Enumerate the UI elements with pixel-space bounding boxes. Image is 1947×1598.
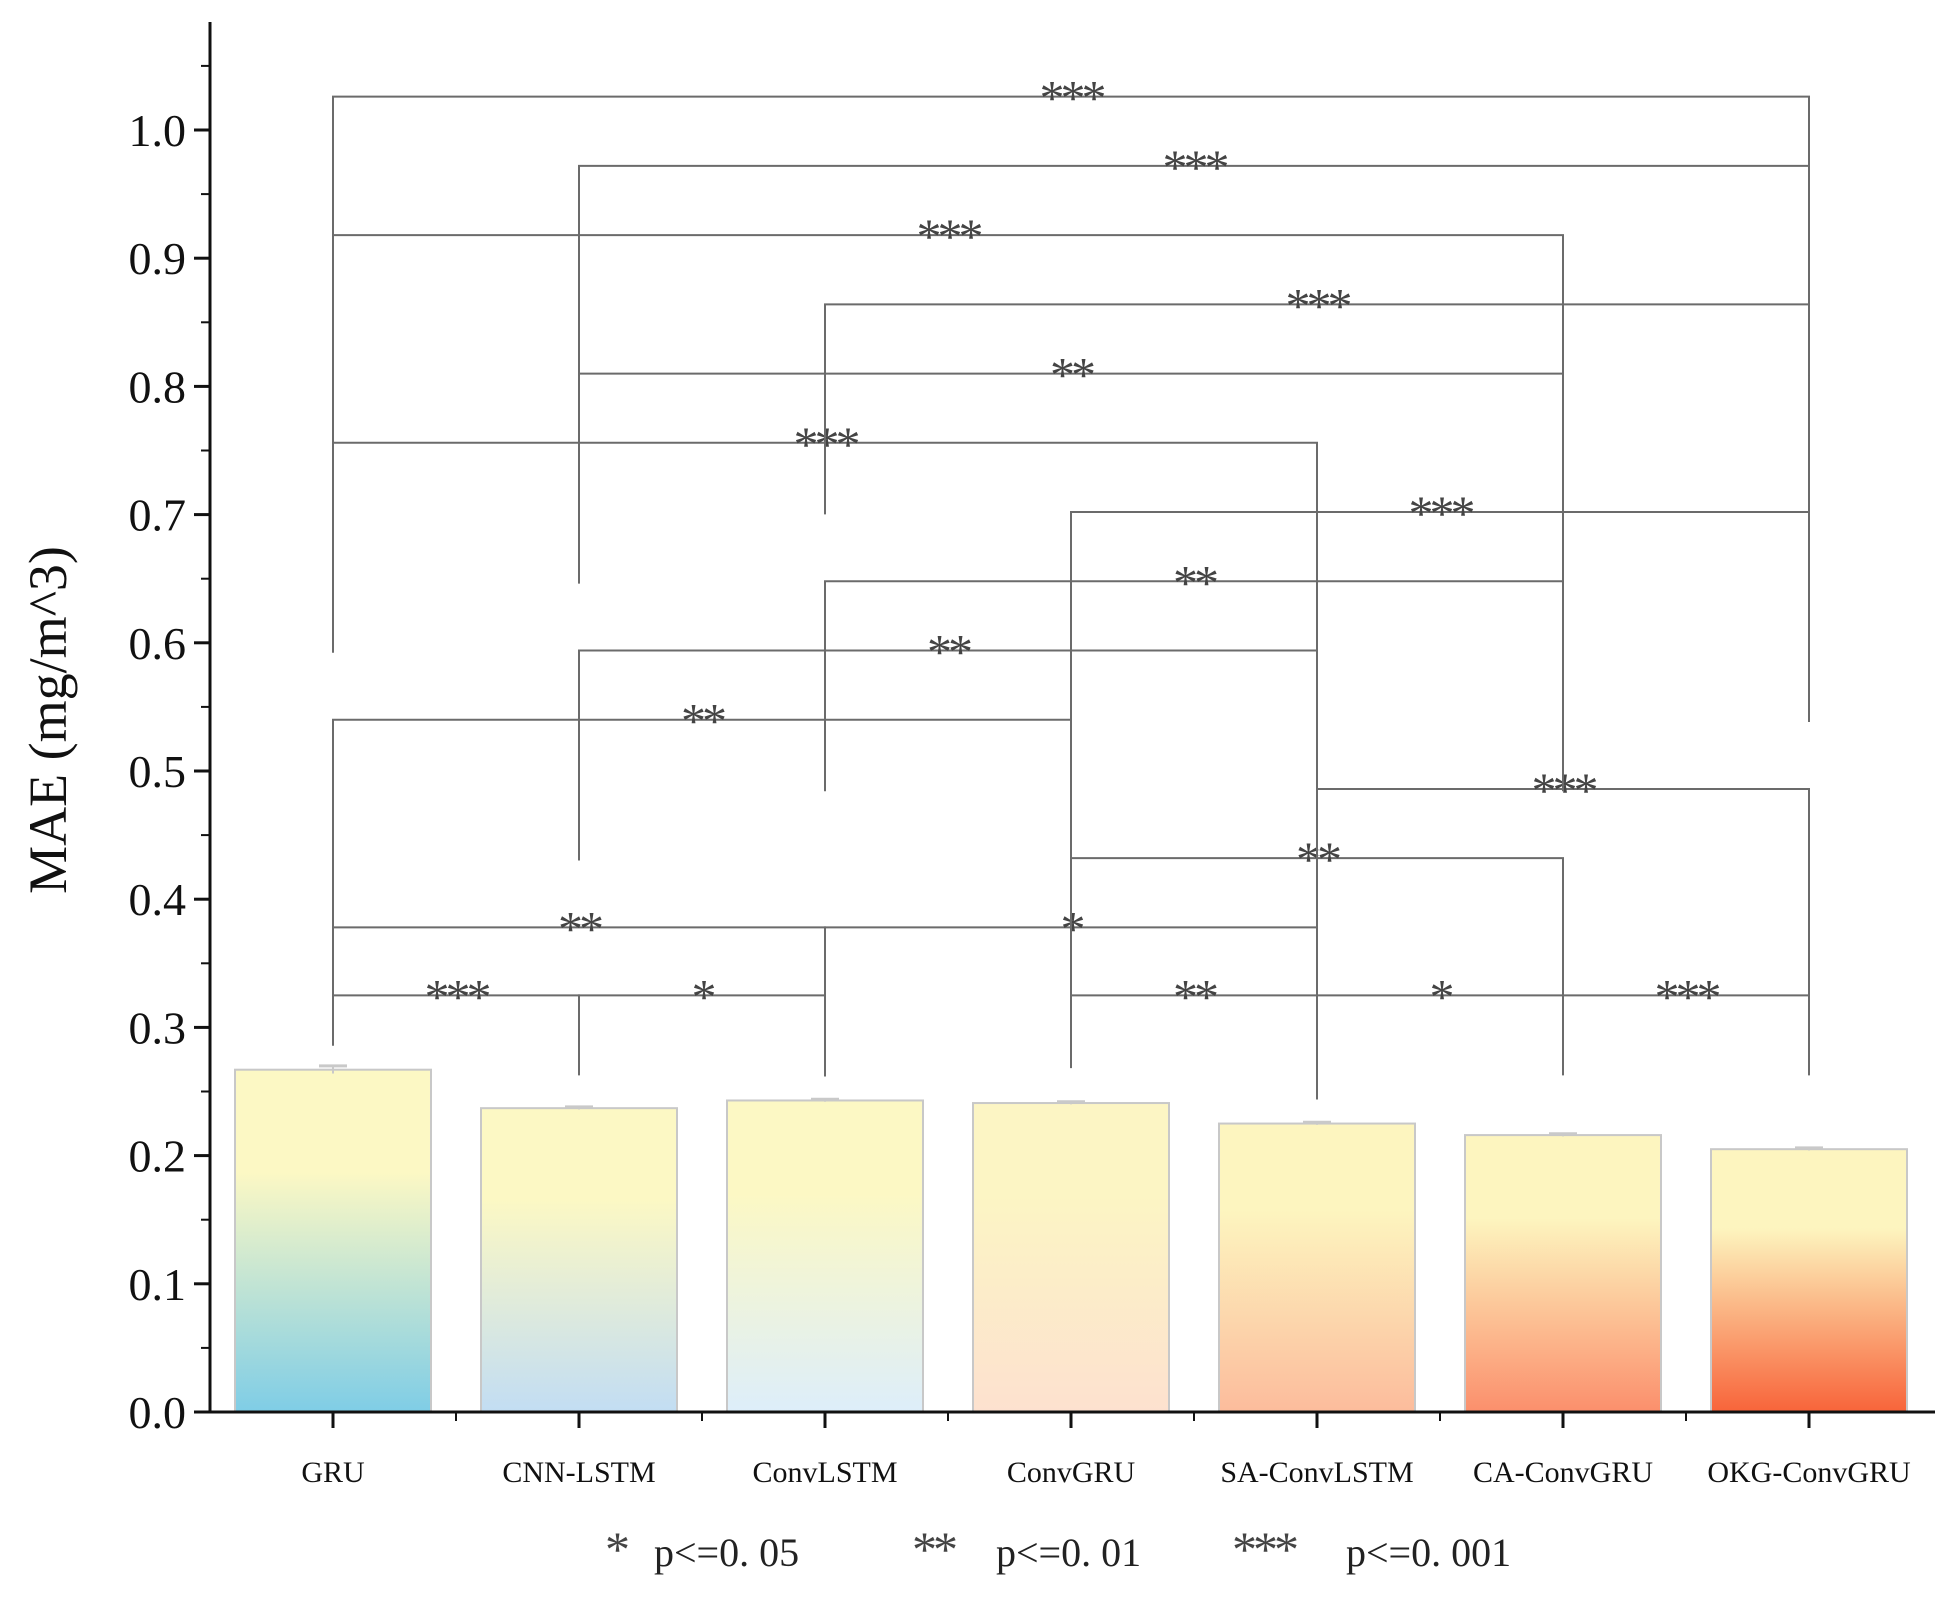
comparison-bracket: *** (332, 208, 1564, 446)
y-tick-label: 0.3 (129, 1002, 187, 1053)
bar-sa-convlstm[interactable] (1218, 1122, 1416, 1414)
comparison-bracket: ** (332, 693, 1072, 930)
significance-stars: ** (1050, 347, 1094, 403)
y-tick-label: 0.4 (129, 874, 187, 925)
significance-stars: * (1430, 968, 1453, 1024)
significance-stars: *** (917, 208, 982, 264)
legend-item: ** p<=0. 01 (912, 1521, 1141, 1577)
comparison-bracket: *** (578, 139, 1810, 376)
comparison-bracket: ** (578, 347, 1564, 584)
significance-stars: *** (1163, 139, 1228, 195)
bracket-line (332, 234, 1564, 446)
significance-stars: *** (794, 416, 859, 472)
legend-stars: * (605, 1521, 628, 1577)
x-tick-label: CA-ConvGRU (1473, 1456, 1653, 1489)
significance-stars: *** (1286, 277, 1351, 333)
bar-convlstm[interactable] (726, 1099, 924, 1413)
legend-item: *** p<=0. 001 (1232, 1521, 1511, 1577)
legend-text: p<=0. 001 (1346, 1530, 1511, 1575)
x-tick-label: ConvGRU (1007, 1456, 1136, 1489)
bar-convgru[interactable] (972, 1102, 1170, 1413)
significance-stars: ** (927, 623, 971, 679)
significance-stars: ** (1173, 554, 1217, 610)
comparison-bracket: *** (1562, 968, 1810, 1076)
significance-brackets: *** * ** * ***** ****************************… (332, 70, 1810, 1100)
x-tick-label: OKG-ConvGRU (1707, 1456, 1911, 1489)
bracket-line (332, 718, 1072, 930)
y-axis-label: MAE (mg/m^3) (18, 546, 78, 894)
significance-stars: *** (1040, 70, 1105, 126)
significance-stars: ** (681, 693, 725, 749)
x-tick-label: SA-ConvLSTM (1220, 1456, 1413, 1489)
bracket-line (332, 95, 1810, 307)
comparison-bracket: ** (578, 623, 1318, 861)
legend-text: p<=0. 01 (996, 1530, 1141, 1575)
significance-stars: ** (558, 900, 602, 956)
bracket-line (824, 580, 1564, 792)
significance-stars: *** (425, 968, 490, 1024)
comparison-bracket: ** (824, 554, 1564, 792)
comparison-bracket: *** (332, 70, 1810, 307)
legend-text: p<=0. 05 (654, 1530, 799, 1575)
axes: 0.0 0.1 0.2 0.3 0.4 0.5 0.6 0.7 0.8 0.9 1.0 GRU CNN-… (129, 22, 1935, 1489)
significance-stars: ** (1173, 968, 1217, 1024)
comparison-bracket: ** (1070, 968, 1318, 1076)
bar-cnn-lstm[interactable] (480, 1107, 678, 1414)
significance-legend: * p<=0. 05 ** p<=0. 01 *** p<=0. 001 (605, 1521, 1511, 1577)
x-tick-label: ConvLSTM (752, 1456, 897, 1489)
bar-okg-convgru[interactable] (1710, 1148, 1908, 1413)
axis-labels: MAE (mg/m^3) (18, 546, 78, 894)
bracket-line (1070, 511, 1810, 723)
y-tick-label: 0.9 (129, 233, 187, 284)
legend-stars: ** (912, 1521, 956, 1577)
y-tick-label: 0.0 (129, 1387, 187, 1438)
y-tick-label: 0.8 (129, 361, 187, 412)
y-tick-label: 0.5 (129, 746, 187, 797)
y-tick-label: 0.2 (129, 1131, 187, 1182)
legend-item: * p<=0. 05 (605, 1521, 799, 1577)
bars-layer (234, 1064, 1908, 1414)
y-tick-label: 1.0 (129, 105, 187, 156)
x-tick-label: CNN-LSTM (502, 1456, 655, 1489)
comparison-bracket: *** (332, 968, 580, 1076)
comparison-bracket: *** (824, 277, 1810, 515)
bracket-line (578, 164, 1810, 376)
y-tick-label: 0.7 (129, 490, 187, 541)
y-tick-label: 0.1 (129, 1259, 187, 1310)
y-tick-label: 0.6 (129, 618, 187, 669)
bracket-line (578, 372, 1564, 584)
significance-stars: * (692, 968, 715, 1024)
significance-stars: *** (1409, 485, 1474, 541)
significance-stars: ** (1296, 831, 1340, 887)
comparison-bracket: * (1316, 968, 1564, 1076)
bracket-line (578, 649, 1318, 861)
comparison-bracket: *** (1070, 485, 1810, 723)
legend-stars: *** (1232, 1521, 1297, 1577)
x-tick-label: GRU (301, 1456, 365, 1489)
bracket-line (824, 303, 1810, 515)
comparison-bracket: * (578, 968, 826, 1076)
significance-stars: *** (1532, 762, 1597, 818)
bar-gru[interactable] (234, 1068, 432, 1414)
significance-stars: *** (1655, 968, 1720, 1024)
bar-ca-convgru[interactable] (1464, 1134, 1662, 1413)
